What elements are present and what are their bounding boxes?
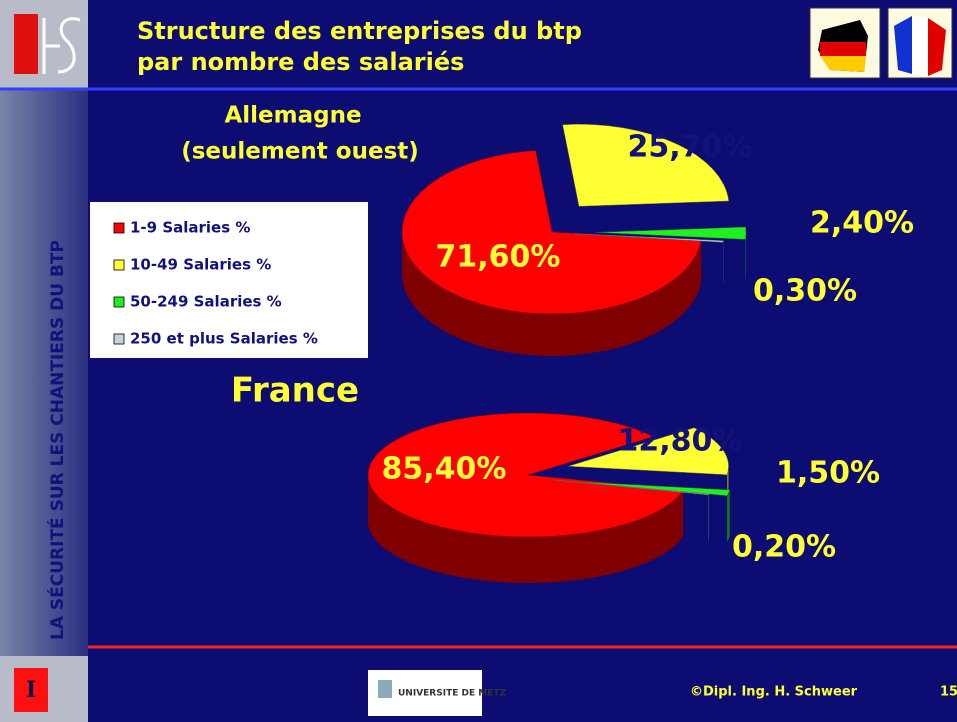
legend-swatch	[113, 333, 125, 345]
flag-france	[887, 7, 953, 79]
data-label: 1,50%	[776, 456, 880, 491]
side-text: LA SÉCURITÉ SUR LES CHANTIERS DU BTP	[46, 240, 68, 640]
slice-side	[726, 489, 730, 542]
slice	[568, 427, 729, 475]
data-label: 71,60%	[436, 240, 561, 275]
slide-title: Structure des entreprises du btp	[137, 17, 582, 45]
legend-swatch	[113, 222, 125, 234]
logo-mark	[42, 17, 81, 74]
chart-title: Allemagne	[224, 103, 361, 129]
slice-side	[368, 475, 684, 583]
slice	[573, 233, 724, 243]
university-name: UNIVERSITE DE METZ	[398, 689, 506, 699]
section-marker	[14, 668, 48, 712]
legend-label: 250 et plus Salaries %	[130, 330, 318, 348]
slice	[367, 412, 684, 538]
chart-subtitle: (seulement ouest)	[181, 139, 419, 165]
page-number: 15	[940, 685, 957, 700]
slice	[401, 150, 702, 315]
legend-label: 10-49 Salaries %	[130, 256, 271, 274]
sidebar	[0, 0, 88, 722]
data-label: 12,80%	[618, 424, 743, 459]
slice	[562, 124, 729, 207]
slide-title: par nombre des salariés	[137, 48, 464, 76]
data-label: 0,20%	[732, 530, 836, 565]
university-icon	[378, 680, 392, 698]
data-label: 2,40%	[810, 206, 914, 241]
flag-germany	[809, 7, 881, 79]
legend-swatch	[113, 259, 125, 271]
legend-swatch	[113, 296, 125, 308]
slice	[595, 226, 747, 240]
data-label: 25,70%	[628, 130, 753, 165]
legend-label: 1-9 Salaries %	[130, 219, 250, 237]
slice	[553, 479, 710, 496]
data-label: 0,30%	[753, 274, 857, 309]
slice-side	[402, 232, 702, 356]
slice-side	[745, 232, 746, 282]
legend-label: 50-249 Salaries %	[130, 293, 282, 311]
section-label: I	[26, 677, 36, 703]
chart-title: France	[231, 371, 359, 411]
data-label: 85,40%	[382, 452, 507, 487]
logo-bar	[14, 14, 38, 74]
author: ©Dipl. Ing. H. Schweer	[690, 685, 858, 700]
legend	[90, 202, 368, 358]
